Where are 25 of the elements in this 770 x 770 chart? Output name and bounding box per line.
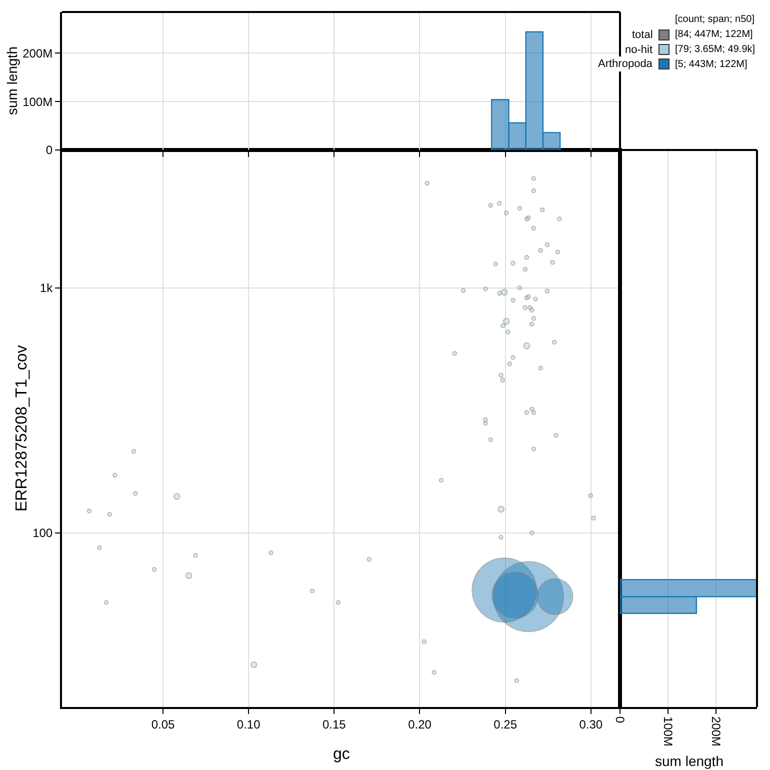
text: [5; 443M; 122M]: [675, 59, 748, 70]
x-tick-label: 0.20: [408, 717, 432, 732]
x-tick-label: 0: [613, 716, 628, 724]
legend-label: no-hit: [625, 44, 653, 56]
legend-label: Arthropoda: [598, 58, 654, 70]
text: [84; 447M; 122M]: [675, 29, 754, 40]
y-tick-label: 1k: [40, 281, 54, 296]
x-tick-label: 0.30: [579, 717, 603, 732]
y-tick-label: 100M: [22, 94, 53, 109]
x-tick-label: 0.15: [322, 717, 346, 732]
text: total: [632, 29, 653, 41]
y-axis-title: ERR12875208_T1_cov: [14, 345, 30, 512]
x-tick-label: 0.05: [151, 717, 175, 732]
text: [79; 3.65M; 49.9k]: [675, 44, 756, 55]
y-tick-label: 200M: [22, 46, 53, 60]
legend-title: [count; span; n50]: [675, 14, 755, 25]
x-tick-label: 0.10: [236, 717, 261, 732]
x-tick-label: 100M: [661, 716, 676, 746]
y-tick-label: 0: [46, 143, 53, 158]
x-axis-title: sum length: [655, 753, 724, 769]
x-tick-label: 0.25: [494, 717, 518, 732]
y-axis-title: sum length: [4, 46, 20, 115]
x-tick-label: 200M: [709, 716, 724, 746]
x-axis-title: gc: [333, 746, 350, 763]
y-tick-label: 100: [32, 526, 53, 540]
